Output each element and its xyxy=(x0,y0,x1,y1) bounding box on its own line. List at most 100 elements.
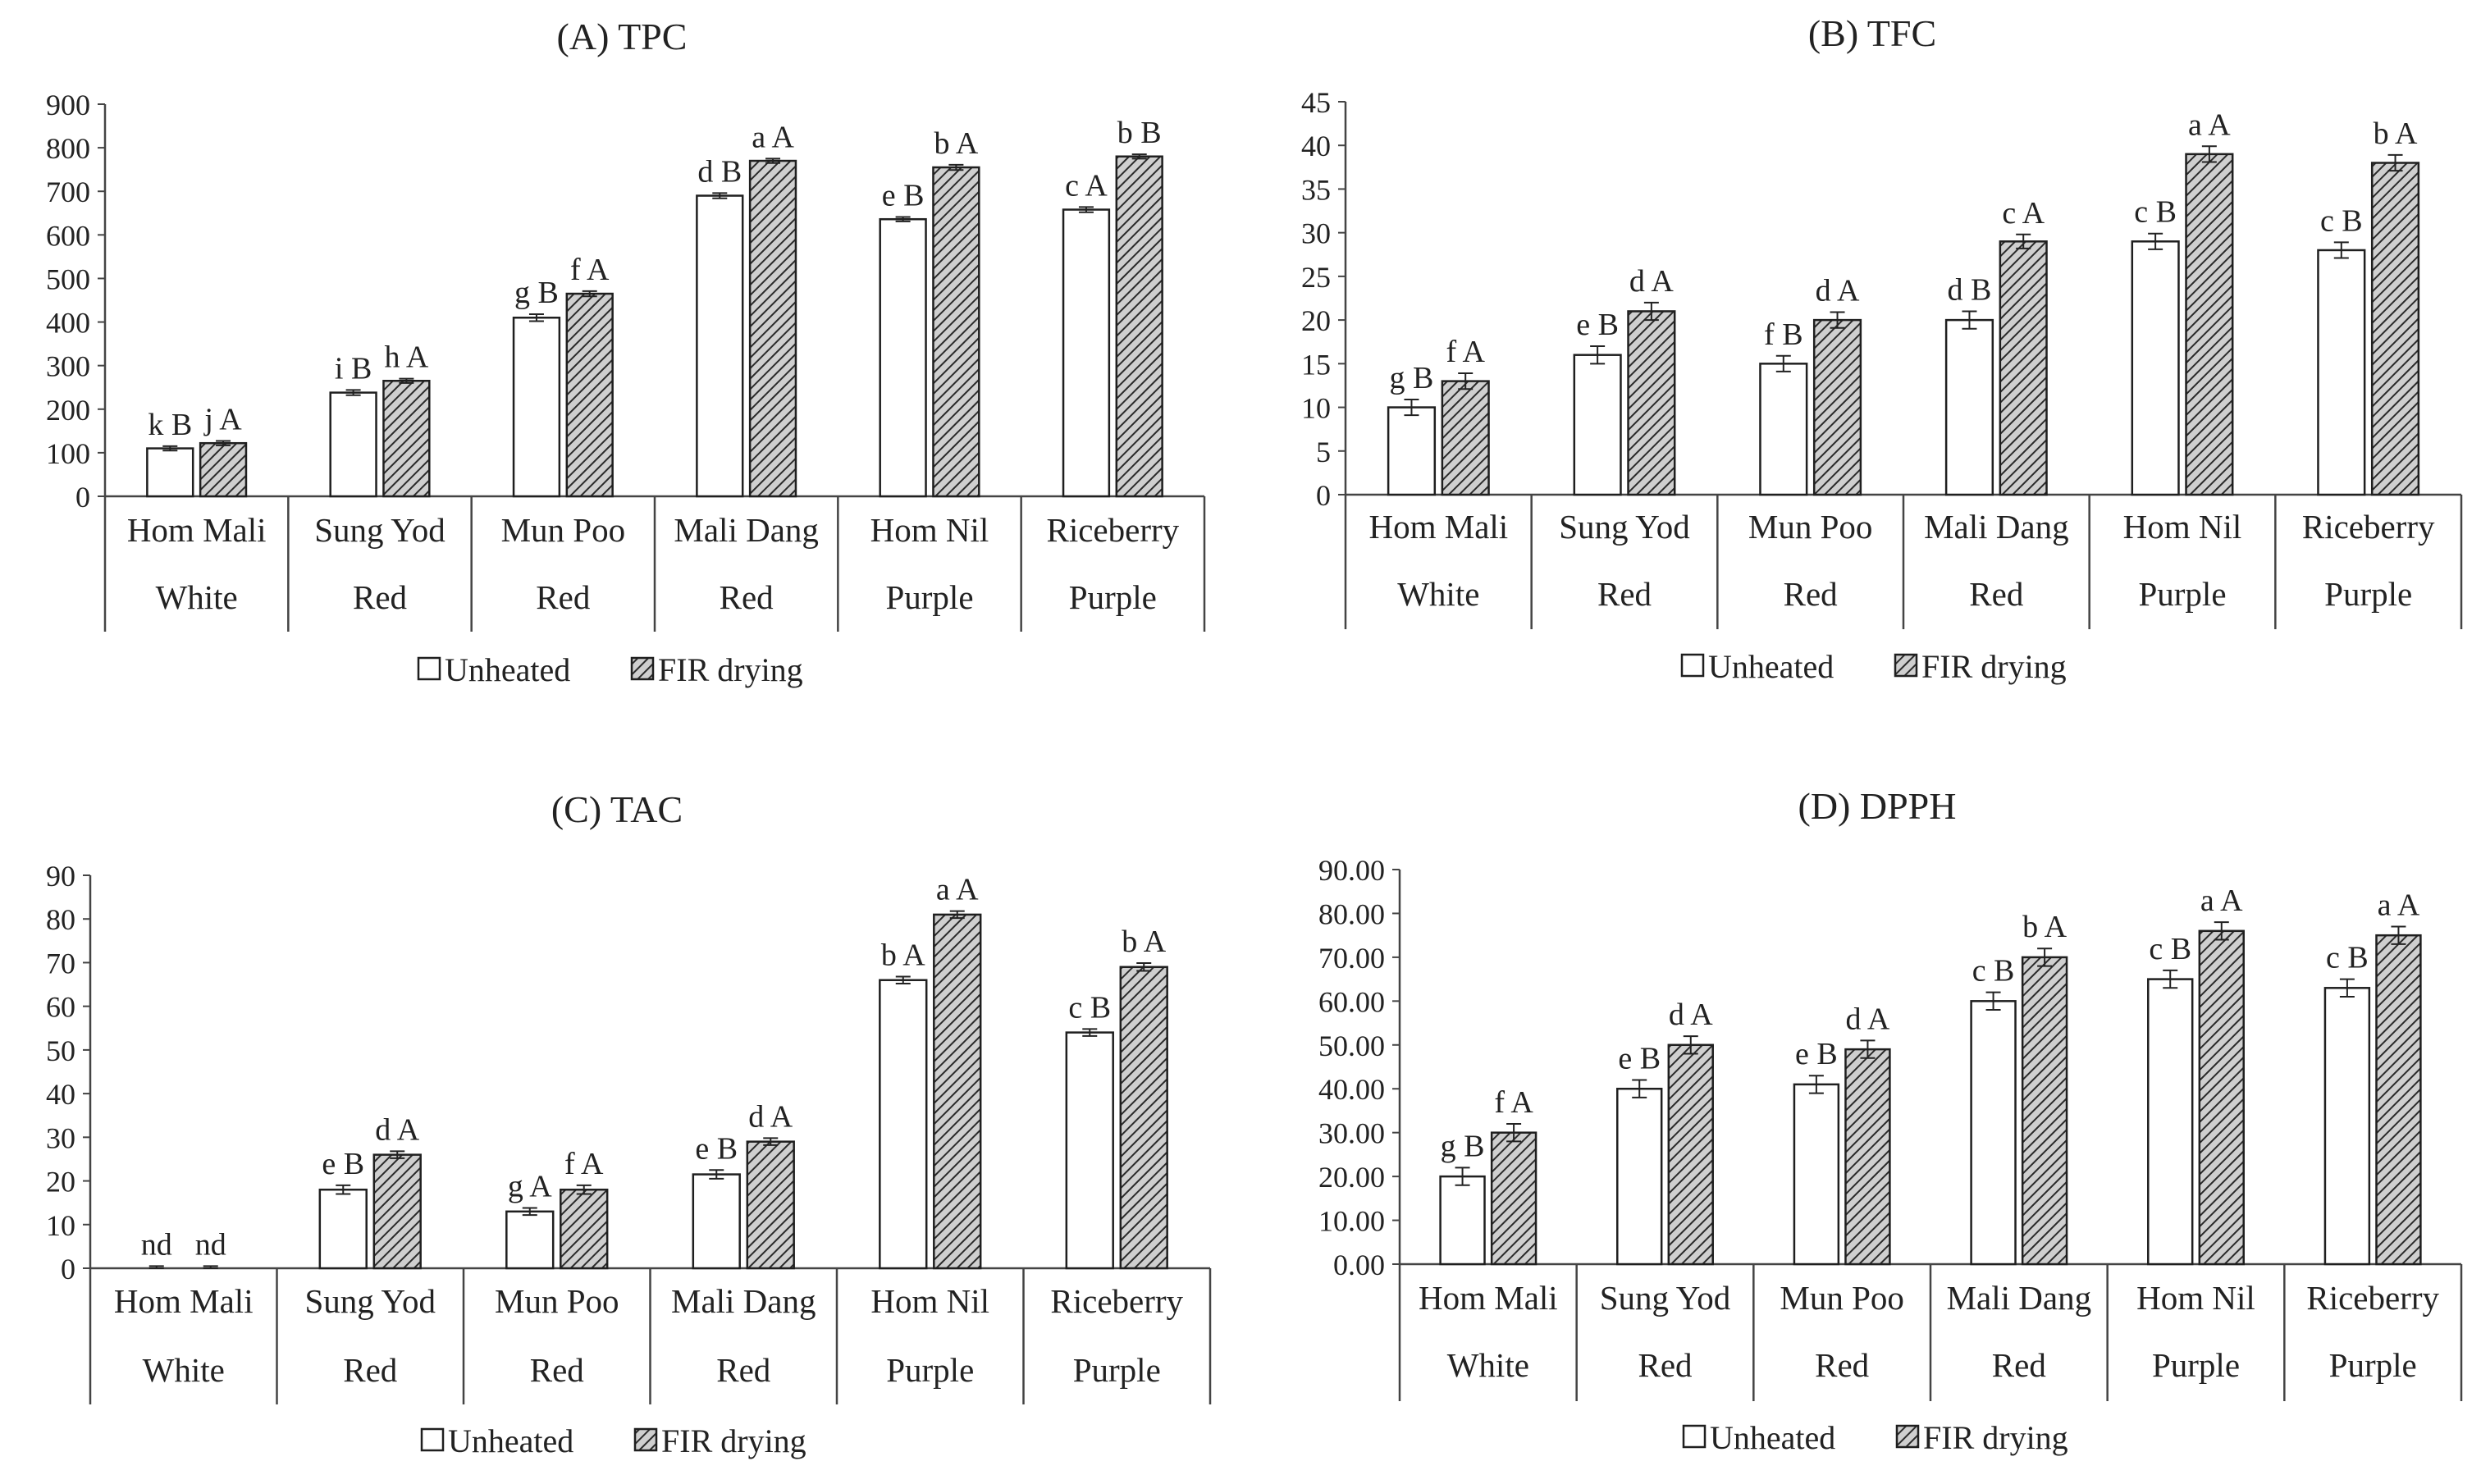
x-category-label: Sung Yod xyxy=(1559,508,1690,546)
y-tick-label: 30 xyxy=(1301,217,1331,250)
significance-label: b B xyxy=(1117,116,1162,150)
bar-fir-drying xyxy=(382,380,431,498)
bar-unheated xyxy=(2317,249,2366,496)
y-tick-label: 500 xyxy=(46,263,90,295)
y-tick-label: 200 xyxy=(46,394,90,427)
significance-label: b A xyxy=(2022,910,2067,944)
x-category-label: Mun Poo xyxy=(495,1282,619,1320)
y-tick-label: 10.00 xyxy=(1318,1205,1385,1238)
legend-label: Unheated xyxy=(1710,1419,1835,1456)
bar-fir-drying xyxy=(372,1153,422,1270)
x-category-label: Hom Mali xyxy=(114,1282,254,1320)
y-tick-label: 20 xyxy=(1301,304,1331,337)
x-category-label: Hom Nil xyxy=(870,1282,989,1320)
y-tick-label: 40 xyxy=(46,1078,75,1111)
x-group-label: Purple xyxy=(886,1351,974,1389)
bar-fir-drying xyxy=(1441,380,1490,496)
y-tick-label: 900 xyxy=(46,89,90,121)
y-tick-label: 60.00 xyxy=(1318,985,1385,1018)
y-tick-label: 5 xyxy=(1316,436,1331,468)
legend-swatch-unheated xyxy=(420,1427,445,1452)
significance-label: c B xyxy=(2326,941,2369,975)
bar-unheated xyxy=(329,391,377,498)
x-category-label: Sung Yod xyxy=(304,1282,436,1320)
x-group-label: Red xyxy=(343,1351,397,1389)
significance-label: g B xyxy=(514,276,559,310)
y-tick-label: 30 xyxy=(46,1121,75,1154)
significance-label: e B xyxy=(882,179,925,213)
y-tick-label: 70.00 xyxy=(1318,942,1385,975)
bar-fir-drying xyxy=(932,166,980,498)
x-group-label: Red xyxy=(536,578,590,616)
bar-unheated xyxy=(1387,406,1437,496)
bar-unheated xyxy=(2131,240,2180,496)
x-category-label: Sung Yod xyxy=(1600,1279,1731,1317)
x-group-label: Purple xyxy=(2152,1346,2240,1384)
y-tick-label: 40 xyxy=(1301,130,1331,162)
bar-fir-drying xyxy=(2375,934,2422,1266)
x-category-label: Mun Poo xyxy=(1748,508,1873,546)
y-tick-label: 40.00 xyxy=(1318,1073,1385,1106)
legend-swatch-fir-drying xyxy=(633,1427,658,1452)
x-group-label: Purple xyxy=(1073,1351,1161,1389)
bar-unheated xyxy=(1944,318,1994,496)
bar-fir-drying xyxy=(2198,929,2245,1266)
legend-label: FIR drying xyxy=(1921,648,2067,685)
x-category-label: Riceberry xyxy=(2306,1279,2439,1317)
y-tick-label: 60 xyxy=(46,991,75,1024)
significance-label: i B xyxy=(335,351,372,386)
bar-fir-drying xyxy=(1812,318,1862,496)
chart-title: (C) TAC xyxy=(551,788,683,830)
x-category-label: Hom Nil xyxy=(870,511,989,549)
bar-unheated xyxy=(318,1188,368,1270)
x-category-label: Mali Dang xyxy=(1924,508,2069,546)
bar-unheated xyxy=(1616,1087,1663,1266)
x-group-label: Red xyxy=(1992,1346,2046,1384)
significance-label: f A xyxy=(564,1147,604,1181)
bar-fir-drying xyxy=(1115,155,1163,498)
bar-unheated xyxy=(1065,1031,1114,1270)
x-group-label: Purple xyxy=(1069,578,1157,616)
bar-fir-drying xyxy=(199,441,248,498)
significance-label: c B xyxy=(1972,954,2015,989)
x-category-label: Riceberry xyxy=(1047,511,1180,549)
y-tick-label: 45 xyxy=(1301,86,1331,119)
bar-unheated xyxy=(2147,978,2194,1266)
bar-fir-drying xyxy=(1490,1131,1537,1266)
panel-a: (A) TPC 0 100 200 300 400 500 600 700 800 900 Hom … xyxy=(46,16,1206,688)
bar-unheated xyxy=(1793,1083,1840,1266)
panel-c: (C) TAC 0 10 20 30 40 50 60 70 80 90 Hom Mali White… xyxy=(46,788,1212,1459)
significance-label: d A xyxy=(1669,998,1713,1032)
x-category-label: Mali Dang xyxy=(671,1282,816,1320)
legend-swatch-unheated xyxy=(1680,653,1705,678)
x-group-label: Red xyxy=(1784,575,1838,613)
x-group-label: Purple xyxy=(2324,575,2412,613)
significance-label: e B xyxy=(1795,1037,1838,1071)
significance-label: f A xyxy=(1494,1085,1533,1120)
significance-label: d A xyxy=(375,1112,419,1147)
y-tick-label: 10 xyxy=(46,1209,75,1242)
bar-unheated xyxy=(696,194,744,498)
y-tick-label: 600 xyxy=(46,219,90,252)
bar-fir-drying xyxy=(1999,240,2048,496)
significance-label: c B xyxy=(1068,990,1111,1025)
significance-label: b A xyxy=(1122,925,1166,959)
legend-swatch-unheated xyxy=(417,656,441,681)
significance-label: g A xyxy=(508,1170,552,1204)
y-tick-label: 400 xyxy=(46,307,90,340)
y-tick-label: 90 xyxy=(46,860,75,893)
significance-label: c A xyxy=(1065,168,1108,203)
significance-label: d A xyxy=(1816,274,1860,308)
significance-label: c B xyxy=(2149,932,2191,966)
significance-label: j A xyxy=(203,403,242,437)
y-tick-label: 30.00 xyxy=(1318,1117,1385,1150)
bar-fir-drying xyxy=(2370,162,2420,496)
y-tick-label: 800 xyxy=(46,132,90,165)
bar-unheated xyxy=(879,979,928,1270)
chart-title: (A) TPC xyxy=(557,16,688,57)
y-tick-label: 80.00 xyxy=(1318,897,1385,930)
y-tick-label: 50 xyxy=(46,1034,75,1067)
significance-label: nd xyxy=(195,1227,226,1262)
bar-fir-drying xyxy=(565,292,614,498)
bar-unheated xyxy=(1439,1175,1486,1266)
